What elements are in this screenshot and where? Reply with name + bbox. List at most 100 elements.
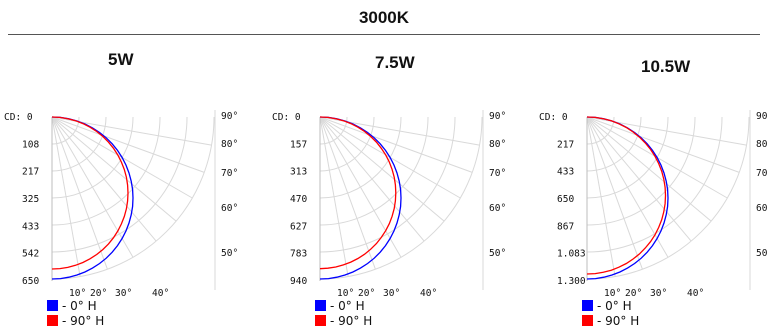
cd-tick-label: 627 bbox=[290, 221, 307, 232]
grid-arc bbox=[319, 116, 483, 280]
angle-label-right: 80° bbox=[221, 139, 238, 150]
panel-title-10-5w: 10.5W bbox=[641, 57, 691, 76]
grid-arc bbox=[51, 116, 134, 199]
grid-radial bbox=[586, 116, 712, 222]
angle-label-bottom: 10° bbox=[337, 288, 354, 299]
grid-arc bbox=[319, 116, 456, 253]
cd-tick-label: 867 bbox=[557, 221, 574, 232]
angle-label-right: 50° bbox=[221, 248, 238, 259]
grid-radial bbox=[319, 116, 473, 173]
cd-tick-label: 1.083 bbox=[557, 249, 586, 260]
series-curve bbox=[51, 116, 134, 280]
cd-tick-label: 433 bbox=[22, 221, 39, 232]
polar-chart-svg: CD: 0 157 313 470 627 783 940 90° 80° 70° 60° 50° 10… bbox=[272, 110, 506, 328]
grid-arc bbox=[51, 116, 188, 253]
angle-label-right: 80° bbox=[489, 139, 506, 150]
polar-chart-7-5w: CD: 0 157 313 470 627 783 940 90° 80° 70° 60° 50° 10… bbox=[270, 100, 520, 330]
grid-arc bbox=[51, 116, 215, 280]
chart-grid bbox=[51, 116, 215, 280]
angle-label-bottom: 30° bbox=[383, 288, 400, 299]
angle-label-bottom: 30° bbox=[115, 288, 132, 299]
cd-tick-label: 433 bbox=[557, 167, 574, 178]
angle-label-right: 70° bbox=[756, 168, 768, 179]
grid-radial bbox=[51, 116, 134, 258]
angle-label-right: 90° bbox=[756, 111, 768, 122]
page-title: 3000K bbox=[358, 8, 410, 27]
series-curve bbox=[319, 116, 402, 280]
series-curve bbox=[319, 116, 397, 270]
grid-arc bbox=[586, 116, 696, 226]
grid-radial bbox=[51, 116, 177, 222]
grid-arc bbox=[319, 116, 402, 199]
polar-chart-5w: CD: 0 108 217 325 433 542 650 90° 80° 70° 60° 50° 10… bbox=[2, 100, 252, 330]
angle-label-right: 60° bbox=[756, 203, 768, 214]
cd-tick-label: CD: 0 bbox=[272, 112, 301, 123]
grid-radial bbox=[51, 116, 157, 242]
polar-chart-svg: CD: 0 108 217 325 433 542 650 90° 80° 70° 60° 50° 10… bbox=[4, 110, 238, 328]
legend-swatch bbox=[47, 315, 58, 326]
grid-radial bbox=[586, 116, 616, 277]
angle-label-right: 70° bbox=[221, 168, 238, 179]
cd-tick-label: 217 bbox=[22, 167, 39, 178]
grid-radial bbox=[586, 116, 669, 258]
cd-tick-label: 542 bbox=[22, 249, 39, 260]
legend-label: - 90° H bbox=[330, 314, 372, 328]
legend-swatch bbox=[315, 315, 326, 326]
polar-chart-10-5w: CD: 0 217 433 650 867 1.083 1.300 90° 80° 70° 60° 5… bbox=[537, 100, 768, 330]
angle-label-right: 90° bbox=[489, 111, 506, 122]
legend-swatch bbox=[47, 300, 58, 311]
panel-title-7-5w: 7.5W bbox=[375, 53, 415, 72]
cd-tick-label: 157 bbox=[290, 139, 307, 150]
grid-arc bbox=[586, 116, 723, 253]
grid-radial bbox=[319, 116, 402, 258]
angle-label-bottom: 40° bbox=[420, 288, 437, 299]
grid-radial bbox=[319, 116, 445, 222]
legend-label: - 0° H bbox=[62, 299, 97, 313]
cd-tick-label: 313 bbox=[290, 167, 307, 178]
grid-radial bbox=[586, 116, 643, 270]
grid-arc bbox=[586, 116, 750, 280]
legend-swatch bbox=[582, 300, 593, 311]
angle-label-bottom: 20° bbox=[625, 288, 642, 299]
legend-swatch bbox=[315, 300, 326, 311]
cd-tick-label: 108 bbox=[22, 139, 39, 150]
grid-radial bbox=[319, 116, 349, 277]
angle-label-right: 60° bbox=[221, 203, 238, 214]
angle-label-right: 90° bbox=[221, 111, 238, 122]
cd-tick-label: 1.300 bbox=[557, 276, 586, 287]
angle-label-right: 50° bbox=[756, 248, 768, 259]
grid-radial bbox=[51, 116, 205, 173]
angle-label-right: 70° bbox=[489, 168, 506, 179]
legend-label: - 0° H bbox=[330, 299, 365, 313]
grid-radial bbox=[51, 116, 108, 270]
cd-tick-label: CD: 0 bbox=[4, 112, 33, 123]
legend-label: - 0° H bbox=[597, 299, 632, 313]
angle-label-bottom: 10° bbox=[69, 288, 86, 299]
cd-tick-label: 217 bbox=[557, 139, 574, 150]
grid-arc bbox=[319, 116, 375, 172]
angle-label-bottom: 20° bbox=[358, 288, 375, 299]
grid-arc bbox=[51, 116, 107, 172]
angle-label-right: 50° bbox=[489, 248, 506, 259]
angle-label-right: 80° bbox=[756, 139, 768, 150]
angle-label-right: 60° bbox=[489, 203, 506, 214]
polar-chart-svg: CD: 0 217 433 650 867 1.083 1.300 90° 80° 70° 60° 5… bbox=[539, 110, 768, 328]
cd-tick-label: 650 bbox=[22, 276, 39, 287]
series-curve bbox=[586, 116, 667, 275]
legend-swatch bbox=[582, 315, 593, 326]
angle-label-bottom: 20° bbox=[90, 288, 107, 299]
cd-tick-label: 783 bbox=[290, 249, 307, 260]
cd-tick-label: 470 bbox=[290, 194, 307, 205]
cd-tick-label: 650 bbox=[557, 194, 574, 205]
grid-arc bbox=[586, 116, 669, 199]
legend-label: - 90° H bbox=[597, 314, 639, 328]
grid-radial bbox=[586, 116, 740, 173]
cd-tick-label: 325 bbox=[22, 194, 39, 205]
grid-radial bbox=[51, 116, 81, 277]
grid-arc bbox=[586, 116, 642, 172]
legend-label: - 90° H bbox=[62, 314, 104, 328]
grid-radial bbox=[319, 116, 425, 242]
series-curve bbox=[51, 116, 129, 270]
angle-label-bottom: 10° bbox=[604, 288, 621, 299]
cd-tick-label: CD: 0 bbox=[539, 112, 568, 123]
